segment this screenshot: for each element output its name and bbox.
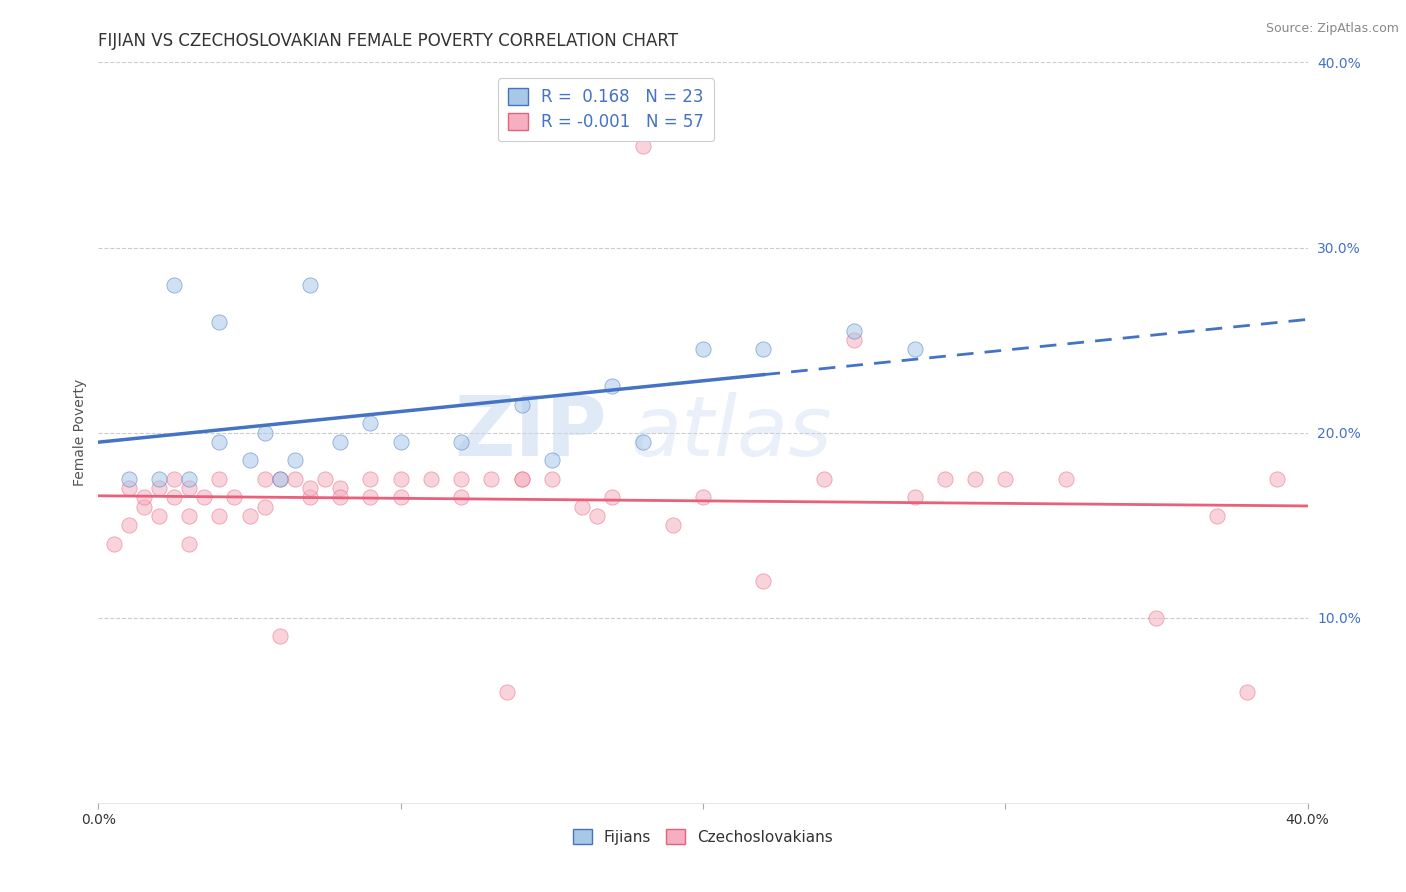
Legend: Fijians, Czechoslovakians: Fijians, Czechoslovakians [567,822,839,851]
Point [540,453,562,467]
Point [299,491,322,505]
Point [148,472,170,486]
Point [450,434,472,449]
Point [299,481,322,495]
Point [208,434,231,449]
Text: ZIP: ZIP [454,392,606,473]
Point [179,472,201,486]
Point [284,453,307,467]
Point [269,472,291,486]
Point [631,434,654,449]
Point [994,472,1017,486]
Point [571,500,593,514]
Point [602,379,624,393]
Point [179,508,201,523]
Point [389,434,412,449]
Point [103,536,125,550]
Point [389,491,412,505]
Point [208,508,231,523]
Point [692,343,714,357]
Point [450,472,472,486]
Point [631,138,654,153]
Point [118,472,141,486]
Point [284,472,307,486]
Point [481,472,503,486]
Point [904,491,927,505]
Point [193,491,215,505]
Point [1144,610,1167,624]
Point [239,508,262,523]
Point [163,277,186,292]
Point [934,472,956,486]
Point [239,453,262,467]
Point [752,574,775,588]
Point [360,417,382,431]
Point [118,481,141,495]
Point [510,472,533,486]
Point [510,398,533,412]
Point [329,481,352,495]
Point [269,629,291,643]
Point [752,343,775,357]
Point [253,472,276,486]
Point [132,500,155,514]
Point [269,472,291,486]
Point [224,491,246,505]
Point [329,434,352,449]
Point [1206,508,1229,523]
Point [132,491,155,505]
Point [148,508,170,523]
Point [965,472,987,486]
Point [661,518,683,533]
Point [495,685,517,699]
Point [163,472,186,486]
Point [299,277,322,292]
Point [844,324,866,338]
Point [813,472,835,486]
Point [148,481,170,495]
Point [904,343,927,357]
Text: atlas: atlas [630,392,832,473]
Point [163,491,186,505]
Point [602,491,624,505]
Point [253,500,276,514]
Point [540,472,562,486]
Point [253,425,276,440]
Point [510,472,533,486]
Text: Source: ZipAtlas.com: Source: ZipAtlas.com [1265,22,1399,36]
Point [208,314,231,328]
Y-axis label: Female Poverty: Female Poverty [73,379,87,486]
Point [420,472,443,486]
Point [692,491,714,505]
Point [844,333,866,347]
Point [329,491,352,505]
Text: FIJIAN VS CZECHOSLOVAKIAN FEMALE POVERTY CORRELATION CHART: FIJIAN VS CZECHOSLOVAKIAN FEMALE POVERTY… [98,32,679,50]
Point [1267,472,1289,486]
Point [450,491,472,505]
Point [179,481,201,495]
Point [360,472,382,486]
Point [208,472,231,486]
Point [360,491,382,505]
Point [389,472,412,486]
Point [314,472,336,486]
Point [586,508,609,523]
Point [1236,685,1258,699]
Point [179,536,201,550]
Point [1054,472,1077,486]
Point [118,518,141,533]
